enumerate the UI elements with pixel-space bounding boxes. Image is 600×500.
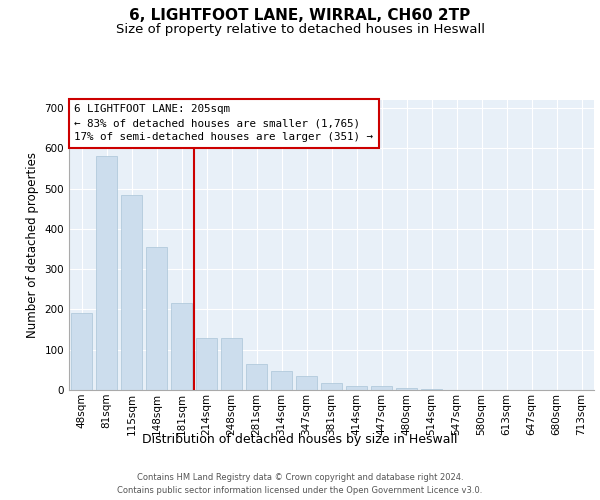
Bar (246, 364, 267, 390)
Y-axis label: Number of detached properties: Number of detached properties (26, 152, 39, 338)
Text: Contains HM Land Registry data © Crown copyright and database right 2024.
Contai: Contains HM Land Registry data © Crown c… (118, 474, 482, 495)
Bar (221, 338, 242, 390)
Bar (96, 156, 117, 390)
Bar (296, 376, 317, 390)
Bar (321, 383, 342, 390)
Bar (346, 386, 367, 390)
Bar (171, 304, 192, 390)
Text: Size of property relative to detached houses in Heswall: Size of property relative to detached ho… (115, 22, 485, 36)
Bar (121, 194, 142, 390)
Text: 6 LIGHTFOOT LANE: 205sqm
← 83% of detached houses are smaller (1,765)
17% of sem: 6 LIGHTFOOT LANE: 205sqm ← 83% of detach… (74, 104, 373, 142)
Text: 6, LIGHTFOOT LANE, WIRRAL, CH60 2TP: 6, LIGHTFOOT LANE, WIRRAL, CH60 2TP (130, 8, 470, 22)
Bar (371, 386, 392, 390)
Bar (271, 371, 292, 390)
Bar (196, 338, 217, 390)
Bar (71, 314, 92, 390)
Text: Distribution of detached houses by size in Heswall: Distribution of detached houses by size … (142, 432, 458, 446)
Bar (421, 389, 442, 390)
Bar (146, 247, 167, 390)
Bar (396, 388, 417, 390)
